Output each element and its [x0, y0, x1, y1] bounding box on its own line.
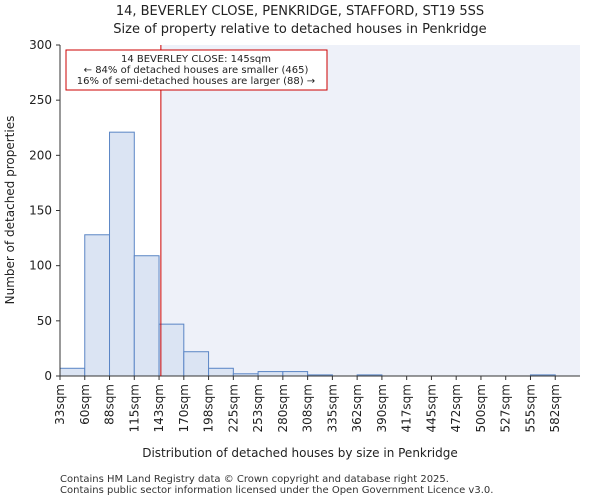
x-tick-label: 308sqm [301, 384, 315, 432]
y-tick-label: 0 [44, 369, 52, 383]
x-tick-label: 198sqm [202, 384, 216, 432]
x-tick-label: 555sqm [523, 384, 537, 432]
bar-198sqm [208, 367, 234, 377]
y-tick-label: 300 [29, 38, 52, 52]
footer-line-2: Contains public sector information licen… [60, 485, 494, 496]
bar-60sqm [84, 234, 111, 377]
annotation-line-1: 14 BEVERLEY CLOSE: 145sqm [121, 54, 271, 65]
x-tick-label: 225sqm [226, 384, 240, 432]
chart-title: 14, BEVERLEY CLOSE, PENKRIDGE, STAFFORD,… [115, 4, 485, 19]
annotation-line-3: 16% of semi-detached houses are larger (… [77, 76, 315, 87]
y-tick-label: 150 [29, 204, 52, 218]
bar-143sqm [158, 323, 185, 377]
y-tick-label: 100 [29, 259, 52, 273]
x-tick-label: 33sqm [53, 384, 67, 425]
x-tick-label: 88sqm [103, 384, 117, 425]
bar-33sqm [59, 367, 86, 377]
y-tick-label: 200 [29, 148, 52, 162]
x-tick-label: 445sqm [424, 384, 438, 432]
y-ticks-group: 0 50 100 150 200 250 300 [29, 38, 60, 383]
x-tick-label: 280sqm [276, 384, 290, 432]
x-axis-label: Distribution of detached houses by size … [142, 446, 458, 460]
x-tick-label: 500sqm [474, 384, 488, 432]
x-tick-label: 362sqm [350, 384, 364, 432]
x-tick-label: 527sqm [499, 384, 513, 432]
x-tick-label: 472sqm [449, 384, 463, 432]
bar-115sqm [133, 255, 160, 377]
annotation-box [65, 49, 328, 91]
bars-group [59, 131, 556, 377]
x-tick-label: 253sqm [251, 384, 265, 432]
y-tick-label: 50 [37, 314, 52, 328]
x-tick-label: 335sqm [325, 384, 339, 432]
plot-shading [160, 45, 580, 376]
x-tick-label: 170sqm [177, 384, 191, 432]
bar-280sqm [282, 371, 309, 377]
bar-88sqm [109, 131, 135, 377]
x-tick-label: 143sqm [152, 384, 166, 432]
x-tick-label: 115sqm [127, 384, 141, 432]
x-tick-label: 417sqm [400, 384, 414, 432]
y-tick-label: 250 [29, 93, 52, 107]
x-tick-label: 390sqm [375, 384, 389, 432]
bar-253sqm [257, 371, 284, 377]
y-axis-label: Number of detached properties [3, 116, 17, 305]
x-tick-label: 60sqm [78, 384, 92, 425]
bar-170sqm [183, 351, 210, 377]
x-tick-label: 582sqm [548, 384, 562, 432]
histogram-chart: 0 50 100 150 200 250 300 33sqm 60sqm 88sqm 115sqm… [3, 38, 580, 460]
annotation-line-2: ← 84% of detached houses are smaller (46… [84, 65, 309, 76]
footer-line-1: Contains HM Land Registry data © Crown c… [60, 474, 449, 485]
chart-subtitle: Size of property relative to detached ho… [113, 22, 487, 37]
x-ticks-group: 33sqm 60sqm 88sqm 115sqm 143sqm 170sqm 198sqm 2… [53, 376, 562, 432]
